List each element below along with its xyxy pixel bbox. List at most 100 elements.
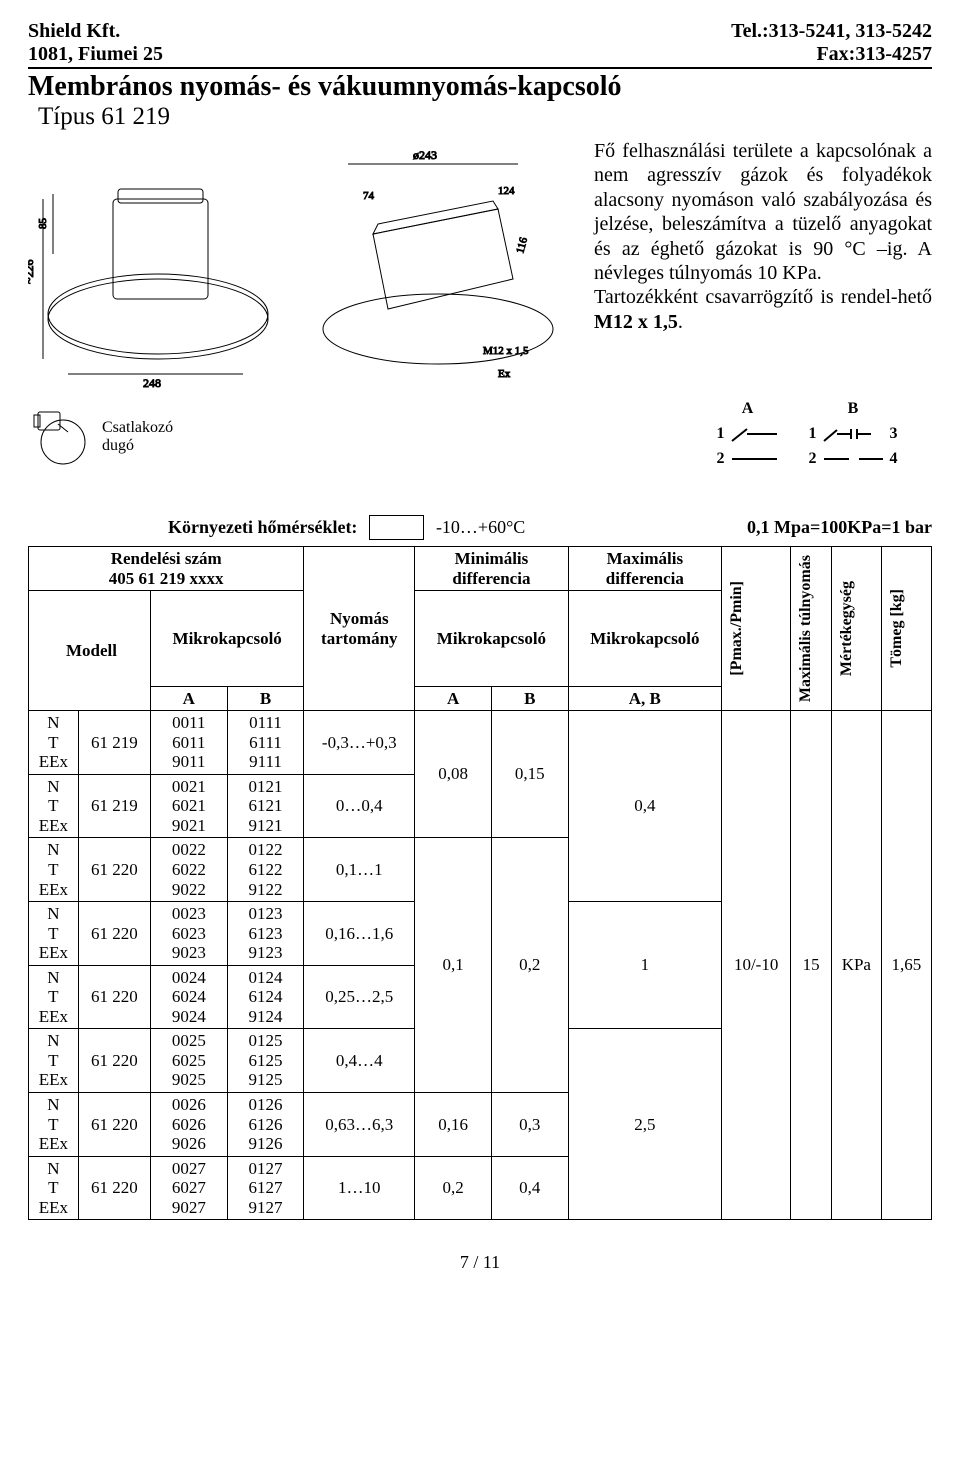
svg-text:~226: ~226	[28, 260, 36, 285]
th-pressure-range: Nyomás tartomány	[304, 547, 415, 711]
codesA: 002660269026	[150, 1092, 227, 1156]
codesB: 012161219121	[227, 774, 304, 838]
plug-label-2: dugó	[102, 437, 134, 454]
svg-text:116: 116	[514, 236, 530, 255]
min-diff-A: 0,08	[415, 711, 492, 838]
th-A1: A	[150, 686, 227, 711]
max-diff: 2,5	[568, 1029, 721, 1220]
ntee-labels: NTEEx	[29, 1092, 79, 1156]
svg-text:124: 124	[498, 185, 515, 197]
header-line-2: 1081, Fiumei 25 Fax:313-4257	[28, 43, 932, 69]
th-pmax: [Pmax./Pmin]	[722, 547, 791, 711]
type-cell: 61 220	[78, 838, 150, 902]
ntee-labels: NTEEx	[29, 902, 79, 966]
range-cell: 0,4…4	[304, 1029, 415, 1093]
plug-icon	[28, 402, 98, 472]
drawing-left-svg: ~226 248 85	[28, 139, 288, 389]
codesA: 002760279027	[150, 1156, 227, 1220]
plug-switch-row: Csatlakozó dugó A 1 2 B 1 3	[28, 389, 932, 479]
codesA: 001160119011	[150, 711, 227, 775]
codesA: 002360239023	[150, 902, 227, 966]
codesB: 012761279127	[227, 1156, 304, 1220]
temp-range: -10…+60°C	[436, 517, 525, 538]
th-overpressure: Maximális túlnyomás	[791, 547, 832, 711]
codesA: 002560259025	[150, 1029, 227, 1093]
max-diff: 1	[568, 902, 721, 1029]
max-diff: 0,4	[568, 711, 721, 902]
type-cell: 61 220	[78, 1029, 150, 1093]
th-micro-1: Mikrokapcsoló	[150, 591, 303, 686]
ntee-labels: NTEEx	[29, 1156, 79, 1220]
type-cell: 61 220	[78, 902, 150, 966]
temp-row: Környezeti hőmérséklet: -10…+60°C 0,1 Mp…	[28, 515, 932, 540]
ntee-labels: NTEEx	[29, 838, 79, 902]
page-number: 7 / 11	[28, 1252, 932, 1273]
spec-table: Rendelési szám 405 61 219 xxxx Nyomás ta…	[28, 546, 932, 1220]
th-max-diff: Maximális differencia	[568, 547, 721, 591]
svg-text:248: 248	[143, 376, 161, 389]
th-modell: Modell	[29, 591, 151, 711]
th-micro-2: Mikrokapcsoló	[415, 591, 568, 686]
codesB: 012561259125	[227, 1029, 304, 1093]
diagram-row: ~226 248 85 ø243 74 124 116 M12 x 1,5 Ex…	[28, 139, 932, 389]
type-cell: 61 219	[78, 711, 150, 775]
th-A2: A	[415, 686, 492, 711]
svg-text:85: 85	[37, 218, 49, 230]
codesB: 012361239123	[227, 902, 304, 966]
address: 1081, Fiumei 25	[28, 43, 163, 66]
bar-note: 0,1 Mpa=100KPa=1 bar	[747, 517, 932, 538]
company-name: Shield Kft.	[28, 20, 120, 43]
svg-text:Ex: Ex	[498, 368, 511, 380]
codesA: 002460249024	[150, 965, 227, 1029]
codesA: 002260229022	[150, 838, 227, 902]
codesB: 011161119111	[227, 711, 304, 775]
tel: Tel.:313-5241, 313-5242	[731, 20, 932, 43]
min-diff-A: 0,1	[415, 838, 492, 1093]
pmax-val: 10/-10	[722, 711, 791, 1220]
th-micro-3: Mikrokapcsoló	[568, 591, 721, 686]
sub-title: Típus 61 219	[38, 103, 932, 131]
mass-val: 1,65	[881, 711, 931, 1220]
th-unit: Mértékegység	[832, 547, 882, 711]
range-cell: 0…0,4	[304, 774, 415, 838]
codesA: 002160219021	[150, 774, 227, 838]
tech-drawing-left: ~226 248 85	[28, 139, 288, 389]
min-diff-B: 0,3	[491, 1092, 568, 1156]
min-diff-A: 0,2	[415, 1156, 492, 1220]
desc-p2a: Tartozékként csavarrögzítő is rendel-het…	[594, 286, 932, 308]
plug-label: Csatlakozó dugó	[102, 419, 173, 454]
overpressure-val: 15	[791, 711, 832, 1220]
codesB: 012461249124	[227, 965, 304, 1029]
min-diff-A: 0,16	[415, 1092, 492, 1156]
temp-range-box	[369, 515, 424, 540]
ntee-labels: NTEEx	[29, 1029, 79, 1093]
desc-p1: Fő felhasználási területe a kapcsolónak …	[594, 140, 932, 284]
th-order: Rendelési szám 405 61 219 xxxx	[29, 547, 304, 591]
desc-p2b: M12 x 1,5	[594, 311, 678, 333]
range-cell: 0,1…1	[304, 838, 415, 902]
main-title: Membrános nyomás- és vákuumnyomás-kapcso…	[28, 71, 932, 103]
header-line-1: Shield Kft. Tel.:313-5241, 313-5242	[28, 20, 932, 43]
ntee-labels: NTEEx	[29, 774, 79, 838]
type-cell: 61 220	[78, 1156, 150, 1220]
ntee-labels: NTEEx	[29, 711, 79, 775]
plug-label-1: Csatlakozó	[102, 419, 173, 436]
description-text: Fő felhasználási területe a kapcsolónak …	[588, 139, 932, 389]
tech-drawing-mid: ø243 74 124 116 M12 x 1,5 Ex	[308, 139, 568, 389]
temp-label: Környezeti hőmérséklet:	[168, 517, 357, 538]
range-cell: -0,3…+0,3	[304, 711, 415, 775]
svg-text:74: 74	[363, 190, 375, 202]
svg-text:M12 x 1,5: M12 x 1,5	[483, 345, 529, 357]
range-cell: 0,25…2,5	[304, 965, 415, 1029]
min-diff-B: 0,4	[491, 1156, 568, 1220]
th-AB: A, B	[568, 686, 721, 711]
min-diff-B: 0,2	[491, 838, 568, 1093]
switch-symbols: A 1 2 B 1 3 2	[682, 389, 932, 479]
type-cell: 61 220	[78, 965, 150, 1029]
fax: Fax:313-4257	[816, 43, 932, 66]
svg-text:ø243: ø243	[413, 148, 437, 162]
table-row: NTEEx61 219001160119011011161119111-0,3……	[29, 711, 932, 775]
drawing-mid-svg: ø243 74 124 116 M12 x 1,5 Ex	[308, 139, 568, 389]
plug-block: Csatlakozó dugó	[28, 402, 173, 472]
th-B1: B	[227, 686, 304, 711]
